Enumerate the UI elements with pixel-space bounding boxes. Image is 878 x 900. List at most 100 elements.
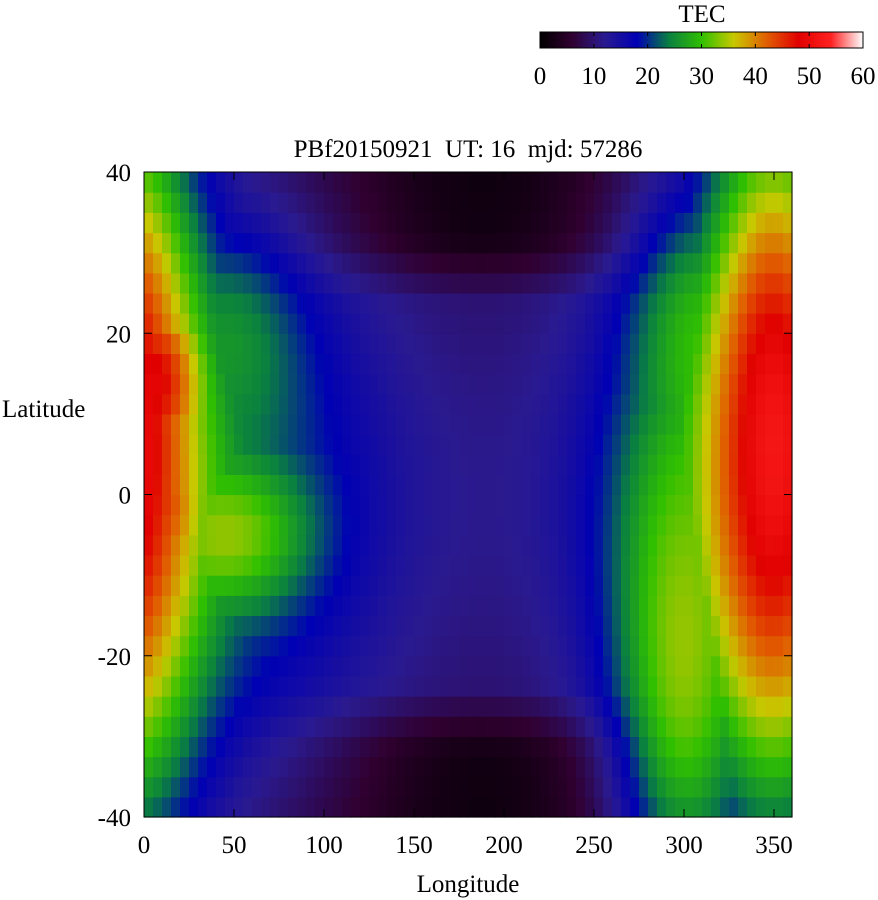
heatmap-cell (522, 232, 532, 254)
heatmap-cell (495, 736, 505, 758)
heatmap-cell (360, 454, 370, 475)
heatmap-cell (675, 534, 685, 556)
heatmap-cell (648, 373, 658, 395)
heatmap-cell (369, 575, 379, 596)
heatmap-cell (288, 756, 298, 778)
heatmap-cell (288, 272, 298, 294)
heatmap-cell (684, 554, 694, 576)
heatmap-cell (423, 575, 433, 596)
heatmap-cell (531, 212, 541, 234)
heatmap-cell (585, 434, 595, 455)
heatmap-cell (495, 434, 505, 455)
heatmap-cell (261, 554, 271, 576)
heatmap-cell (450, 756, 460, 778)
heatmap-cell (630, 373, 640, 395)
heatmap-cell (711, 333, 721, 355)
heatmap-cell (675, 474, 685, 496)
heatmap-cell (657, 554, 667, 576)
heatmap-cell (504, 272, 514, 294)
heatmap-cell (387, 232, 397, 254)
heatmap-cell (756, 212, 766, 234)
heatmap-cell (234, 716, 244, 737)
heatmap-cell (504, 413, 514, 435)
heatmap-cell (522, 514, 532, 536)
heatmap-cell (567, 232, 577, 254)
heatmap-cell (270, 796, 280, 818)
heatmap-cell (477, 554, 487, 576)
heatmap-cell (207, 534, 217, 556)
heatmap-cell (522, 796, 532, 818)
heatmap-cell (378, 454, 388, 475)
heatmap-cell (315, 232, 325, 254)
heatmap-cell (225, 635, 235, 657)
heatmap-cell (270, 292, 280, 314)
heatmap-cell (180, 212, 190, 234)
heatmap-cell (630, 796, 640, 818)
heatmap-cell (441, 272, 451, 294)
heatmap-cell (504, 373, 514, 395)
heatmap-cell (693, 494, 703, 516)
heatmap-cell (180, 172, 190, 193)
heatmap-cell (783, 796, 793, 818)
heatmap-cell (504, 696, 514, 717)
heatmap-cell (369, 776, 379, 798)
heatmap-cell (261, 192, 271, 213)
heatmap-cell (288, 554, 298, 576)
heatmap-cell (387, 212, 397, 234)
heatmap-cell (324, 353, 334, 375)
heatmap-cell (702, 796, 712, 818)
heatmap-cell (315, 292, 325, 314)
heatmap-cell (567, 494, 577, 516)
heatmap-cell (729, 313, 739, 334)
heatmap-cell (576, 696, 586, 717)
heatmap-cell (468, 272, 478, 294)
heatmap-cell (225, 615, 235, 637)
heatmap-cell (261, 313, 271, 334)
heatmap-cell (351, 655, 361, 677)
heatmap-cell (603, 696, 613, 717)
heatmap-cell (360, 675, 370, 697)
heatmap-cell (585, 393, 595, 415)
heatmap-cell (153, 635, 163, 657)
heatmap-cell (243, 172, 253, 193)
heatmap-cell (234, 696, 244, 717)
heatmap-cell (144, 716, 154, 737)
heatmap-cell (252, 313, 262, 334)
heatmap-cell (639, 595, 649, 617)
heatmap-cell (315, 434, 325, 455)
heatmap-cell (342, 736, 352, 758)
heatmap-cell (702, 675, 712, 697)
heatmap-cell (594, 172, 604, 193)
heatmap-cell (387, 716, 397, 737)
heatmap-cell (387, 756, 397, 778)
heatmap-cell (684, 736, 694, 758)
heatmap-cell (675, 373, 685, 395)
heatmap-cell (603, 272, 613, 294)
heatmap-cell (333, 333, 343, 355)
heatmap-cell (459, 716, 469, 737)
heatmap-cell (639, 696, 649, 717)
heatmap-cell (702, 252, 712, 274)
heatmap-cell (432, 413, 442, 435)
heatmap-cell (693, 716, 703, 737)
heatmap-cell (693, 192, 703, 213)
heatmap-cell (342, 252, 352, 274)
heatmap-cell (162, 534, 172, 556)
heatmap-cell (405, 474, 415, 496)
heatmap-cell (675, 655, 685, 677)
heatmap-cell (333, 373, 343, 395)
heatmap-cell (648, 716, 658, 737)
heatmap-cell (630, 736, 640, 758)
heatmap-cell (495, 172, 505, 193)
heatmap-cell (243, 675, 253, 697)
heatmap-cell (279, 232, 289, 254)
heatmap-cell (189, 252, 199, 274)
heatmap-cell (666, 252, 676, 274)
heatmap-cell (225, 393, 235, 415)
heatmap-cell (486, 454, 496, 475)
heatmap-cell (288, 696, 298, 717)
heatmap-cell (468, 454, 478, 475)
heatmap-cell (261, 635, 271, 657)
heatmap-cell (261, 454, 271, 475)
